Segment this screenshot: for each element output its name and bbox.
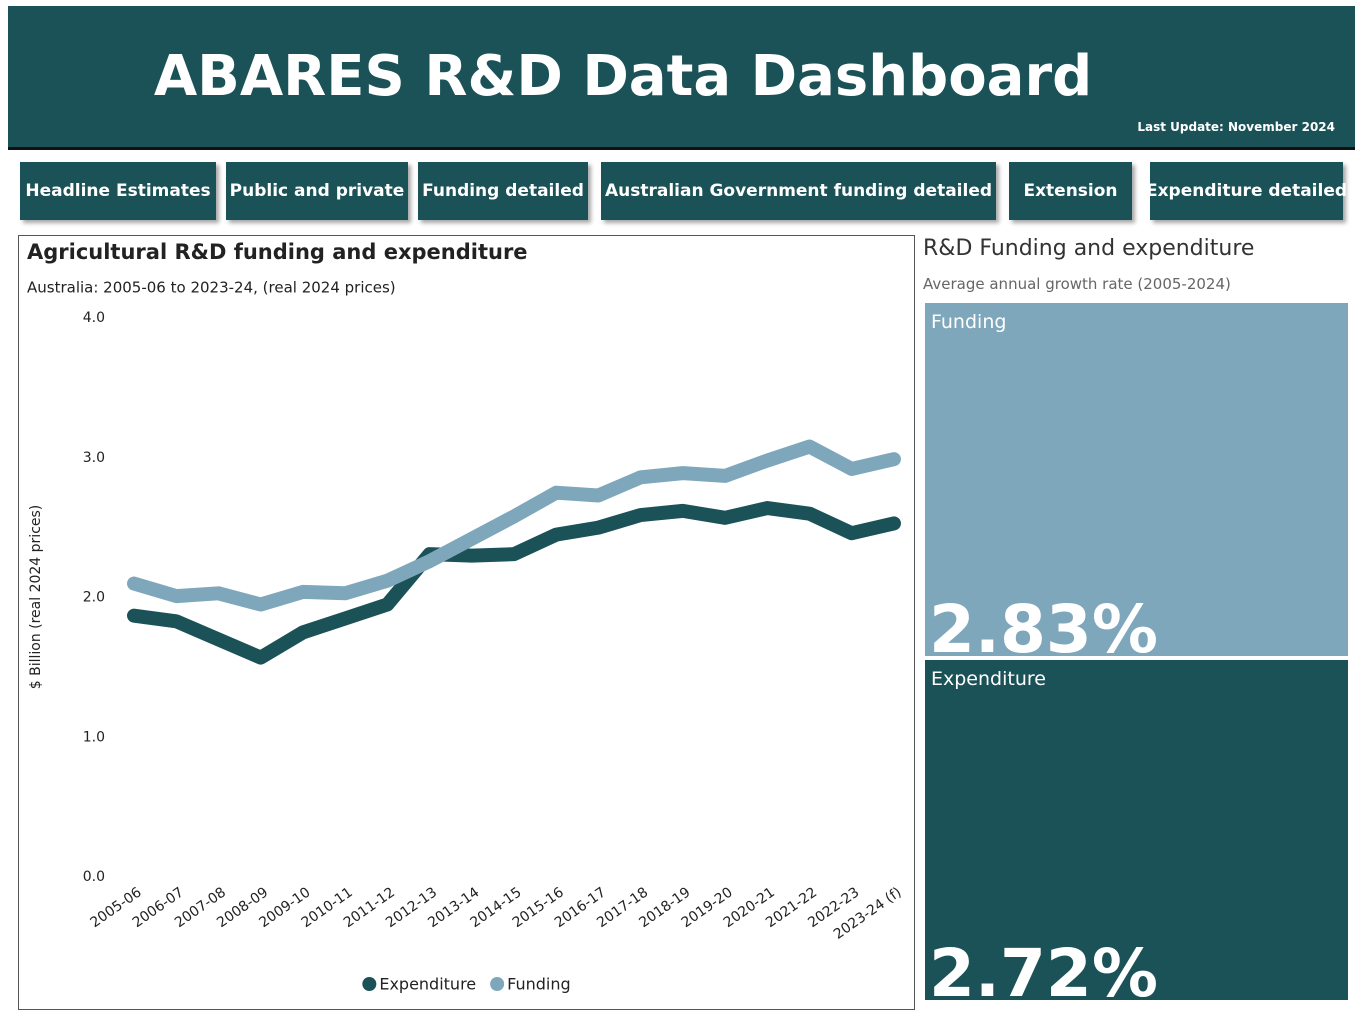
legend-label: Expenditure [379, 975, 476, 994]
y-tick-label: 3.0 [83, 450, 105, 466]
legend-marker [490, 977, 505, 991]
y-tick-label: 2.0 [83, 590, 105, 606]
chart-title: Agricultural R&D funding and expenditure [27, 240, 528, 264]
nav-button[interactable]: Funding detailed [418, 162, 588, 220]
tile: Expenditure 2.72% [925, 660, 1348, 1012]
tile-label: Funding [931, 311, 1007, 333]
y-tick-label: 0.0 [83, 869, 105, 885]
chart-panel: Agricultural R&D funding and expenditure… [18, 235, 915, 1010]
tile: Funding 2.83% [925, 303, 1348, 668]
nav-button[interactable]: Australian Government funding detailed [601, 162, 996, 220]
nav-button[interactable]: Expenditure detailed [1146, 162, 1347, 220]
legend: Expenditure Funding [362, 975, 571, 994]
legend-marker [362, 977, 377, 991]
nav-button[interactable]: Extension [1009, 162, 1132, 220]
summary-subtitle: Average annual growth rate (2005-2024) [923, 275, 1231, 293]
series-line [127, 501, 901, 665]
y-axis-title: $ Billion (real 2024 prices) [28, 505, 44, 690]
y-tick-label: 4.0 [83, 310, 105, 326]
legend-label: Funding [507, 975, 571, 994]
nav-button[interactable]: Headline Estimates [20, 162, 216, 220]
dashboard-title: ABARES R&D Data Dashboard [153, 44, 1093, 109]
last-update: Last Update: November 2024 [1137, 120, 1335, 134]
summary-title: R&D Funding and expenditure [923, 236, 1255, 261]
y-tick-label: 1.0 [83, 729, 105, 745]
chart-subtitle: Australia: 2005-06 to 2023-24, (real 202… [27, 279, 396, 297]
tile-label: Expenditure [931, 668, 1046, 690]
nav-button[interactable]: Public and private [226, 162, 408, 220]
tile-value: 2.72% [929, 935, 1158, 1012]
chart: Agricultural R&D funding and expenditure… [27, 240, 905, 994]
series-line [127, 439, 901, 612]
header: ABARES R&D Data Dashboard Last Update: N… [8, 6, 1355, 150]
tile-value: 2.83% [929, 591, 1158, 668]
